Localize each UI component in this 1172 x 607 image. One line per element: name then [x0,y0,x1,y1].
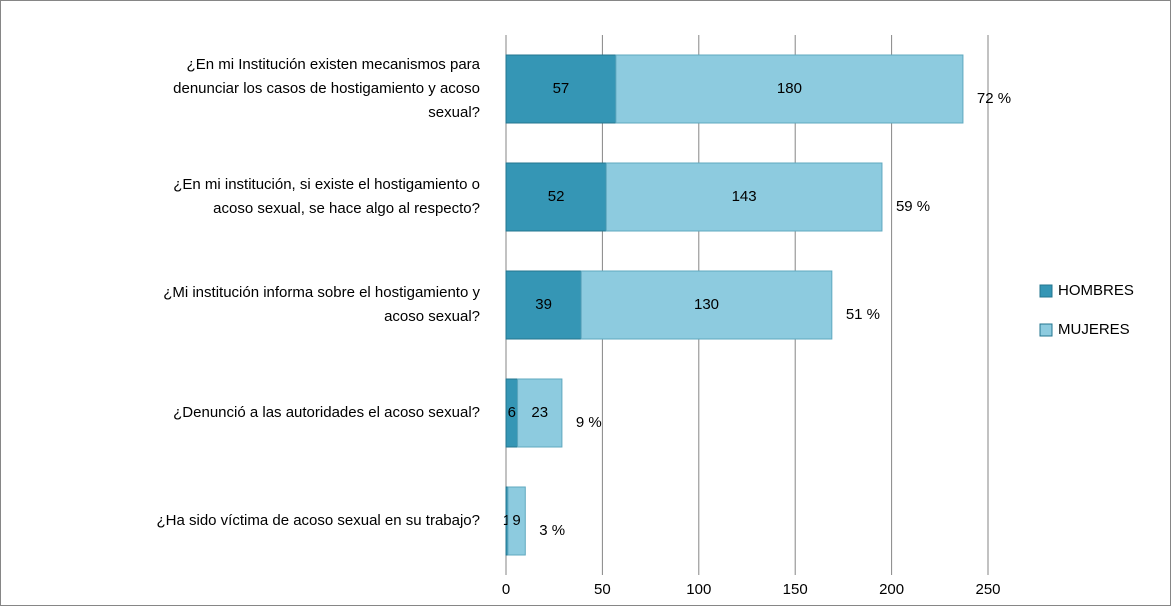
y-tick-label: ¿Ha sido víctima de acoso sexual en su t… [156,512,480,529]
bar [580,270,833,340]
legend-label: HOMBRES [1058,282,1134,299]
percent-label: 3 % [539,522,565,539]
bar [505,54,617,124]
y-tick-label-line: acoso sexual? [384,308,480,325]
y-tick-label-line: ¿Denunció a las autoridades el acoso sex… [173,404,480,421]
x-tick-label: 0 [502,581,510,598]
x-tick-label: 50 [594,581,611,598]
bar-value-label: 9 [512,512,520,529]
y-tick-label-line: acoso sexual, se hace algo al respecto? [213,200,480,217]
percent-label: 51 % [846,306,880,323]
legend-swatch [1039,284,1053,298]
y-tick-label: ¿Denunció a las autoridades el acoso sex… [173,404,480,421]
bar-value-label: 1 [503,512,511,529]
bar-value-label: 52 [548,188,565,205]
bar [615,54,964,124]
bar-value-label: 23 [531,404,548,421]
bar [507,486,526,556]
y-tick-label: ¿En mi Institución existen mecanismos pa… [173,56,481,121]
y-tick-label-line: ¿Ha sido víctima de acoso sexual en su t… [156,512,480,529]
bar-value-label: 143 [732,188,757,205]
bar-value-label: 57 [553,80,570,97]
y-tick-label-line: denunciar los casos de hostigamiento y a… [173,80,480,97]
bar [505,162,607,232]
bar-value-label: 39 [535,296,552,313]
y-tick-label: ¿En mi institución, si existe el hostiga… [173,176,480,217]
x-tick-label: 150 [783,581,808,598]
bar [605,162,883,232]
y-tick-label-line: ¿En mi institución, si existe el hostiga… [173,176,480,193]
y-tick-label-line: ¿Mi institución informa sobre el hostiga… [163,284,480,301]
bar [505,270,582,340]
y-tick-label-line: ¿En mi Institución existen mecanismos pa… [187,56,481,73]
x-tick-label: 100 [686,581,711,598]
y-tick-label: ¿Mi institución informa sobre el hostiga… [163,284,480,325]
percent-label: 72 % [977,90,1011,107]
x-tick-label: 200 [879,581,904,598]
x-tick-label: 250 [975,581,1000,598]
percent-label: 9 % [576,414,602,431]
bar-value-label: 6 [508,404,516,421]
bar [517,378,563,448]
y-tick-label-line: sexual? [428,104,480,121]
bar-value-label: 180 [777,80,802,97]
legend-swatch [1039,323,1053,337]
bar-value-label: 130 [694,296,719,313]
legend-label: MUJERES [1058,321,1130,338]
percent-label: 59 % [896,198,930,215]
